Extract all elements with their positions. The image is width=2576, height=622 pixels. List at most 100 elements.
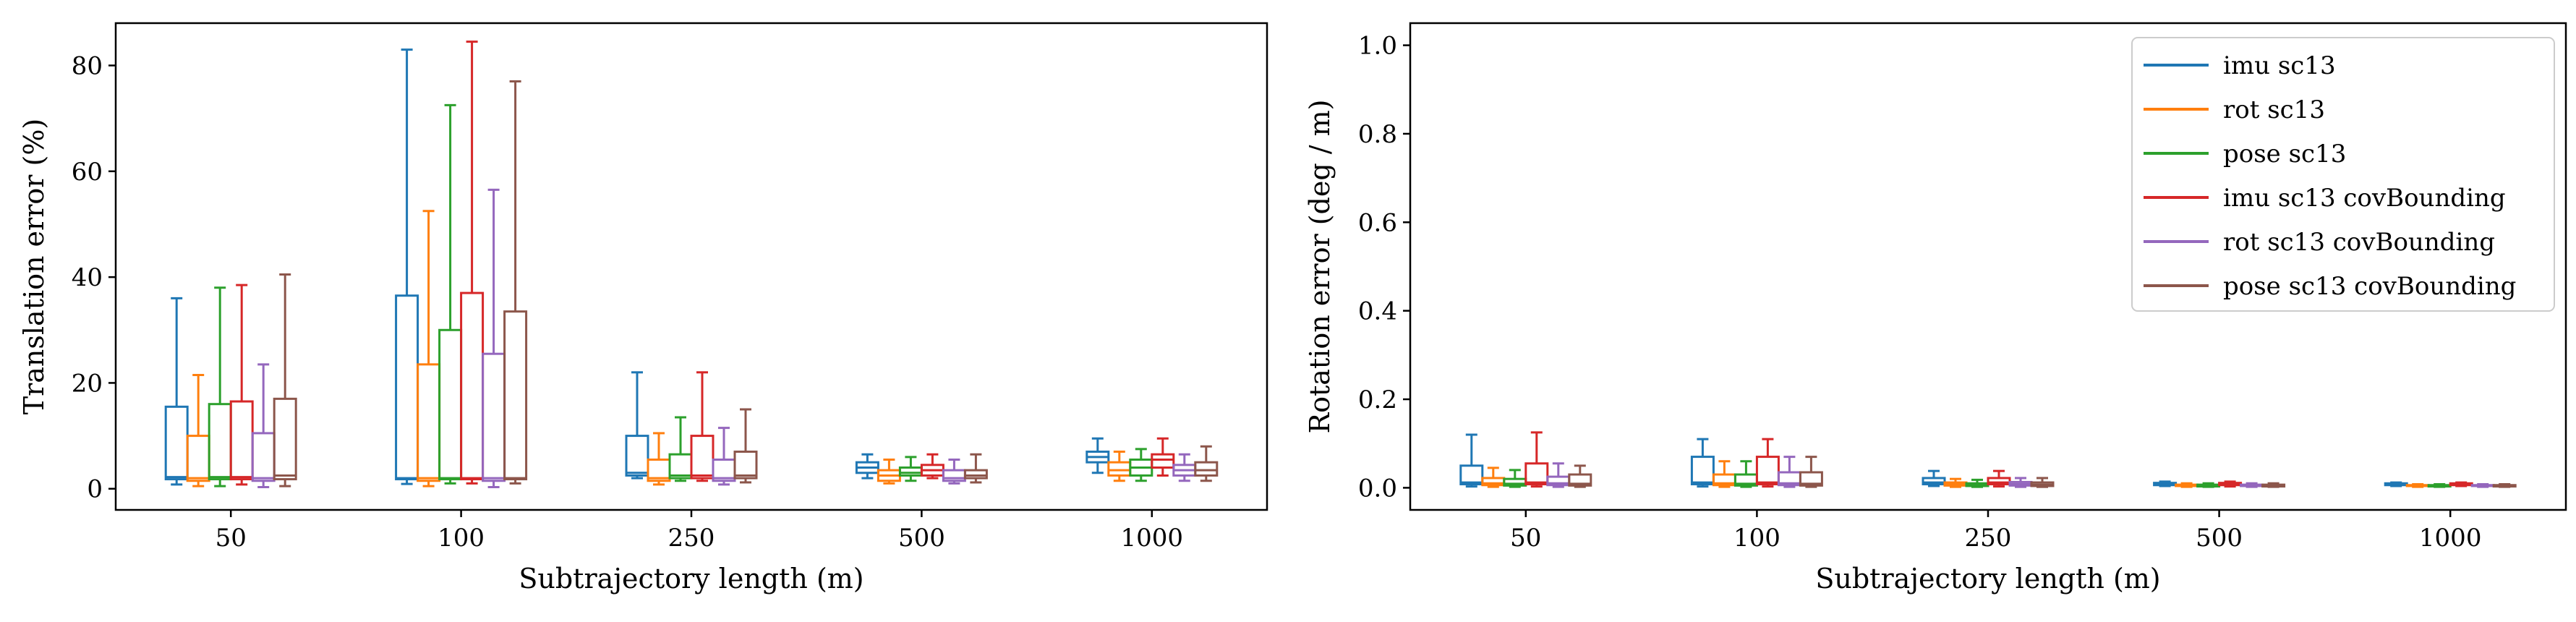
rotation-y-axis-label: Rotation error (deg / m)	[1304, 100, 1336, 434]
translation-box-5-3	[712, 427, 736, 486]
translation-y-tick-label: 40	[72, 263, 103, 292]
rotation-box-2-5	[2405, 483, 2430, 488]
translation-box-1-5	[1086, 437, 1110, 474]
translation-x-axis-label: Subtrajectory length (m)	[519, 563, 863, 595]
translation-box-4-3	[690, 371, 715, 482]
rotation-box-6-5	[2492, 483, 2517, 488]
translation-box-4-1	[229, 284, 254, 486]
rotation-series-4	[1524, 431, 2473, 488]
rotation-x-tick-label: 100	[1733, 524, 1780, 553]
rotation-box-6-4	[2261, 482, 2286, 488]
rotation-box-5-3	[2008, 477, 2033, 488]
rotation-box-6-2	[1799, 456, 1823, 488]
box-body	[625, 435, 649, 477]
box-body	[898, 466, 923, 477]
translation-x-tick-label: 50	[216, 524, 247, 553]
box-body	[164, 405, 189, 481]
box-body	[1690, 456, 1715, 486]
rotation-box-1-2	[1690, 438, 1715, 488]
translation-box-2-5	[1107, 451, 1132, 482]
legend-item: rot sc13 covBounding	[2144, 228, 2495, 257]
box-body	[1922, 477, 1946, 486]
legend-label: pose sc13 covBounding	[2223, 272, 2516, 301]
translation-box-4-5	[1151, 437, 1175, 477]
translation-box-3-4	[898, 456, 923, 482]
rotation-box-1-5	[2384, 481, 2408, 487]
rotation-box-3-3	[1965, 478, 1989, 488]
rotation-series-3	[1503, 460, 2452, 488]
box-body	[438, 328, 463, 481]
rotation-x-tick-label: 250	[1965, 524, 2012, 553]
translation-y-axis-label: Translation error (%)	[18, 119, 50, 415]
translation-series-2	[186, 210, 1132, 487]
rotation-x-tick-label: 50	[1510, 524, 1541, 553]
translation-box-5-4	[942, 459, 966, 485]
legend-label: imu sc13	[2223, 51, 2336, 80]
rotation-box-1-4	[2153, 480, 2178, 487]
rotation-box-1-1	[1459, 433, 1484, 488]
legend-item: imu sc13 covBounding	[2144, 184, 2506, 213]
translation-box-2-4	[877, 459, 901, 485]
translation-series-3	[208, 103, 1153, 487]
rotation-box-2-1	[1481, 466, 1506, 488]
rotation-series-2	[1481, 460, 2430, 488]
translation-box-6-2	[503, 80, 528, 485]
translation-box-6-5	[1194, 445, 1219, 482]
rotation-x-axis: 50 100 250 500 1000	[1510, 510, 2481, 553]
rotation-error-panel: 0.0 0.2 0.4 0.6 0.8 1.0 50 100 250 500 1000 Subtr…	[1304, 22, 2567, 595]
translation-x-tick-label: 100	[438, 524, 485, 553]
rotation-x-tick-label: 500	[2196, 524, 2243, 553]
translation-box-1-2	[395, 48, 419, 485]
box-body	[208, 403, 232, 481]
box-body	[229, 400, 254, 481]
legend-item: rot sc13	[2144, 95, 2325, 124]
rotation-box-4-4	[2218, 480, 2243, 488]
translation-box-1-4	[855, 453, 879, 480]
translation-x-tick-label: 1000	[1121, 524, 1184, 553]
box-body	[395, 294, 419, 481]
box-body	[1107, 461, 1132, 477]
rotation-x-tick-label: 1000	[2419, 524, 2482, 553]
box-body	[273, 397, 297, 481]
legend-item: pose sc13 covBounding	[2144, 272, 2516, 301]
translation-box-1-3	[625, 371, 649, 480]
translation-y-tick-label: 20	[72, 369, 103, 398]
legend-item: pose sc13	[2144, 140, 2346, 169]
box-body	[460, 291, 485, 481]
legend-label: pose sc13	[2223, 140, 2346, 169]
box-body	[1799, 471, 1823, 487]
translation-box-5-5	[1172, 453, 1197, 482]
translation-box-4-2	[460, 41, 485, 485]
rotation-box-5-5	[2470, 483, 2495, 488]
legend-box	[2131, 37, 2555, 312]
rotation-box-2-4	[2175, 482, 2199, 488]
translation-boxes	[164, 41, 1219, 489]
rotation-y-tick-label: 0.4	[1358, 297, 1397, 326]
legend-label: rot sc13	[2223, 95, 2325, 124]
translation-box-3-1	[208, 286, 232, 487]
rotation-y-tick-label: 0.2	[1358, 385, 1397, 414]
rotation-box-6-1	[1568, 464, 1592, 488]
box-body	[1151, 453, 1175, 469]
rotation-box-4-5	[2449, 481, 2473, 487]
translation-y-tick-label: 80	[72, 52, 103, 81]
box-body	[1524, 462, 1549, 486]
box-body	[417, 363, 441, 482]
rotation-box-1-3	[1922, 469, 1946, 487]
rotation-series-5	[1546, 456, 2495, 488]
translation-error-panel: 0 20 40 60 80 50 100 250 500 1000 Subtrajectory …	[18, 22, 1268, 595]
rotation-box-5-1	[1546, 462, 1571, 488]
translation-x-tick-label: 250	[668, 524, 715, 553]
legend-item: imu sc13	[2144, 51, 2336, 80]
translation-box-5-2	[482, 188, 506, 489]
rotation-box-4-2	[1755, 438, 1780, 488]
box-body	[733, 451, 758, 480]
translation-box-2-3	[647, 432, 671, 486]
translation-box-3-2	[438, 103, 463, 485]
rotation-box-2-2	[1712, 460, 1736, 488]
box-body	[251, 432, 276, 482]
box-body	[186, 435, 210, 482]
rotation-box-3-5	[2427, 483, 2452, 488]
